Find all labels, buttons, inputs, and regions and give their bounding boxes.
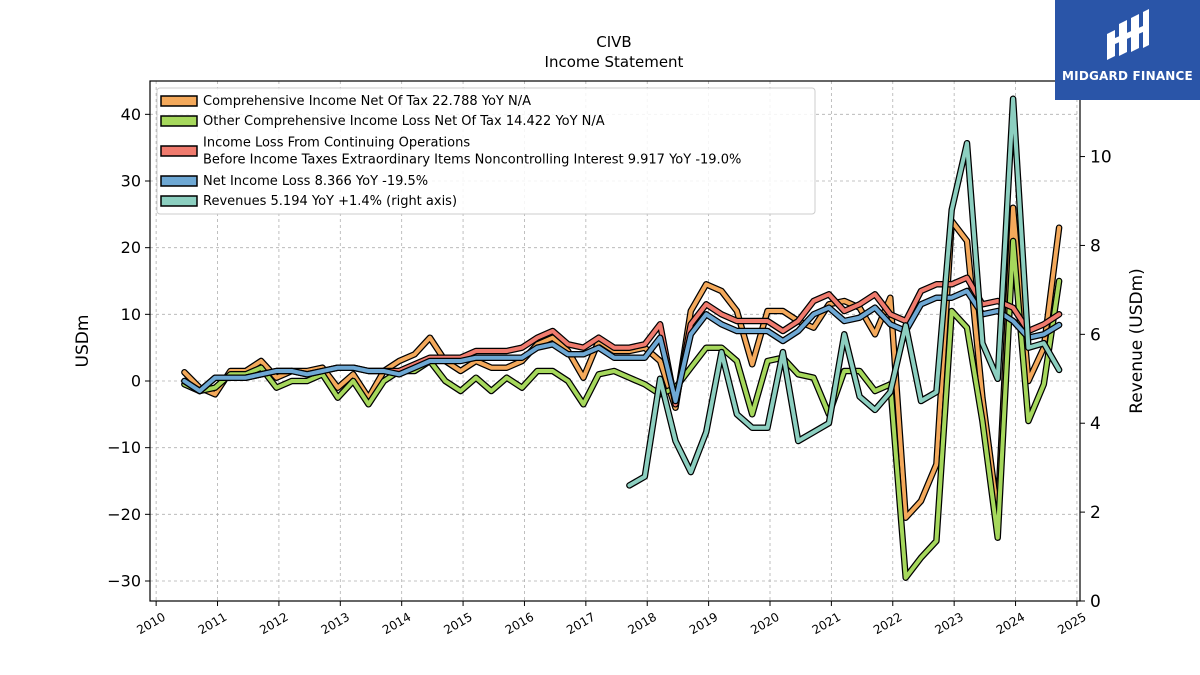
y-tick-label: 40 (121, 105, 141, 124)
y-axis-label: USDm (73, 315, 93, 368)
x-tick-label: 2020 (748, 610, 781, 637)
y2-tick-label: 0 (1090, 592, 1101, 612)
x-tick-label: 2024 (994, 610, 1027, 637)
y-tick-label: 10 (121, 305, 141, 324)
legend-swatch-3 (160, 175, 198, 187)
y2-tick-label: 8 (1090, 236, 1101, 256)
x-tick-label: 2021 (810, 610, 843, 637)
series-line-4 (627, 96, 1062, 488)
legend-swatch-2 (160, 145, 198, 157)
brand-logo: MIDGARD FINANCE (1055, 0, 1200, 100)
legend-label-3: Net Income Loss 8.366 YoY -19.5% (203, 174, 428, 189)
x-tick-label: 2016 (503, 610, 536, 637)
x-tick-label: 2013 (319, 610, 352, 637)
legend-swatch-1 (160, 115, 198, 127)
legend-box (156, 87, 816, 215)
legend-label-4: Revenues 5.194 YoY +1.4% (right axis) (203, 194, 457, 209)
plot-frame (149, 80, 1081, 602)
x-tick-label: 2022 (871, 610, 904, 637)
midgard-logo-icon (1107, 9, 1149, 60)
y-tick-label: 20 (121, 238, 141, 257)
y2-axis-label: Revenue (USDm) (1127, 268, 1147, 414)
legend-label-2: Income Loss From Continuing Operations (203, 136, 470, 151)
y-tick-label: −20 (107, 505, 141, 524)
series-line-0 (182, 205, 1062, 520)
y2-tick-label: 6 (1090, 325, 1101, 345)
legend-swatch-0 (160, 95, 198, 107)
legend-label-0: Comprehensive Income Net Of Tax 22.788 Y… (203, 94, 531, 109)
x-tick-label: 2015 (441, 610, 474, 637)
series-outline-0 (181, 204, 1063, 521)
legend: Comprehensive Income Net Of Tax 22.788 Y… (156, 87, 816, 215)
chart-subtitle: Income Statement (545, 53, 684, 71)
series-line-1 (182, 239, 1062, 580)
series-line-2 (182, 275, 1062, 407)
x-tick-label: 2023 (932, 610, 965, 637)
legend-label-1: Other Comprehensive Income Loss Net Of T… (203, 114, 605, 129)
y2-tick-label: 10 (1090, 148, 1112, 168)
legend-swatch-4 (160, 195, 198, 207)
logo-text: MIDGARD FINANCE (1062, 69, 1193, 83)
series-layer (181, 95, 1063, 581)
x-tick-label: 2025 (1055, 610, 1088, 637)
y-tick-label: −30 (107, 572, 141, 591)
x-tick-label: 2018 (626, 610, 659, 637)
x-tick-label: 2017 (564, 610, 597, 637)
y-tick-label: −10 (107, 438, 141, 457)
x-tick-label: 2014 (380, 610, 413, 637)
x-tick-label: 2012 (257, 610, 290, 637)
x-tick-label: 2019 (687, 610, 720, 637)
x-tick-label: 2011 (196, 610, 229, 637)
series-outline-2 (181, 274, 1063, 408)
x-tick-label: 2010 (134, 610, 167, 637)
y-tick-label: 30 (121, 172, 141, 191)
y2-tick-label: 4 (1090, 414, 1101, 434)
legend-label-2: Before Income Taxes Extraordinary Items … (203, 153, 741, 168)
chart-title: CIVB (596, 33, 631, 51)
series-line-3 (182, 289, 1062, 403)
y2-tick-label: 2 (1090, 503, 1101, 523)
y-tick-label: 0 (131, 372, 141, 391)
